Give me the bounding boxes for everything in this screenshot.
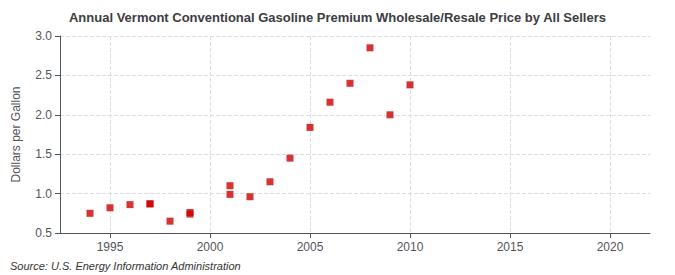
svg-text:2000: 2000 bbox=[197, 240, 224, 254]
svg-text:2.5: 2.5 bbox=[35, 68, 52, 82]
svg-text:Dollars per Gallon: Dollars per Gallon bbox=[9, 86, 23, 182]
svg-text:2010: 2010 bbox=[397, 240, 424, 254]
svg-text:Source: U.S. Energy Informatio: Source: U.S. Energy Information Administ… bbox=[10, 260, 241, 272]
svg-text:1.0: 1.0 bbox=[35, 187, 52, 201]
svg-text:2020: 2020 bbox=[597, 240, 624, 254]
svg-text:3.0: 3.0 bbox=[35, 29, 52, 43]
svg-text:Annual Vermont Conventional Ga: Annual Vermont Conventional Gasoline Pre… bbox=[69, 10, 606, 25]
svg-text:1.5: 1.5 bbox=[35, 147, 52, 161]
svg-text:2.0: 2.0 bbox=[35, 108, 52, 122]
svg-text:1995: 1995 bbox=[97, 240, 124, 254]
svg-text:2005: 2005 bbox=[297, 240, 324, 254]
svg-text:2015: 2015 bbox=[497, 240, 524, 254]
svg-text:0.5: 0.5 bbox=[35, 226, 52, 240]
